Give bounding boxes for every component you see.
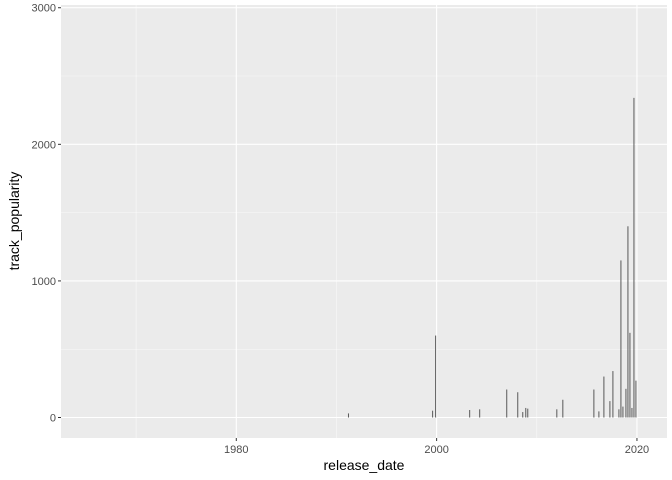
bar: [622, 406, 624, 418]
bar: [347, 413, 349, 418]
bar-series: [347, 97, 637, 418]
bar: [631, 407, 633, 418]
bar: [598, 411, 600, 418]
x-axis-tick-labels: 1980 2000 2020: [224, 444, 649, 456]
bar: [479, 409, 481, 418]
y-axis-title: track_popularity: [6, 172, 22, 271]
bar: [527, 408, 529, 418]
bar: [627, 226, 629, 418]
bar: [620, 260, 622, 418]
x-tick-label: 2000: [424, 444, 448, 456]
y-tick-label: 2000: [32, 139, 56, 151]
bar: [629, 332, 631, 418]
y-tick-label: 1000: [32, 276, 56, 288]
bar: [593, 389, 595, 418]
x-tick-label: 2020: [625, 444, 649, 456]
y-tick-label: 0: [50, 413, 56, 425]
bar: [469, 409, 471, 418]
bar: [522, 412, 524, 418]
bar: [603, 376, 605, 418]
bar: [633, 97, 635, 418]
bar: [625, 388, 627, 418]
minor-gridlines: [61, 5, 667, 438]
bar: [435, 335, 437, 418]
major-gridlines: [61, 5, 667, 438]
bar: [432, 410, 434, 418]
x-tick-label: 1980: [224, 444, 248, 456]
y-axis-tick-labels: 0 1000 2000 3000: [32, 3, 56, 425]
axis-ticks: [58, 7, 638, 441]
bar: [562, 399, 564, 418]
bar: [618, 409, 620, 418]
bar: [506, 389, 508, 418]
bar: [609, 401, 611, 418]
bar: [517, 392, 519, 418]
bar: [556, 409, 558, 418]
bar: [635, 380, 637, 418]
bar: [525, 407, 527, 418]
bar: [612, 371, 614, 418]
x-axis-title: release_date: [324, 457, 405, 473]
y-tick-label: 3000: [32, 3, 56, 15]
plot-panel: [61, 5, 667, 438]
